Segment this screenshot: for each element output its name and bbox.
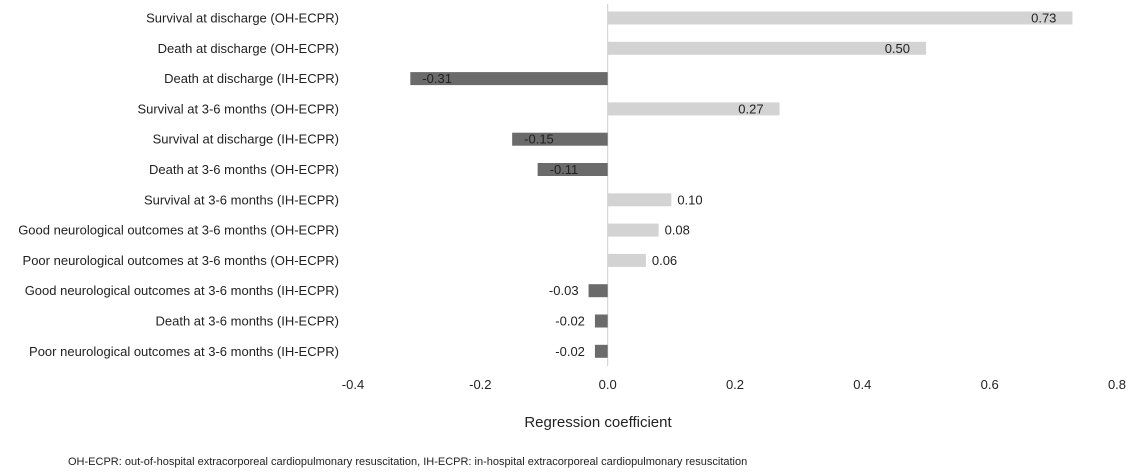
bar bbox=[410, 72, 608, 86]
x-tick-label: 0.0 bbox=[599, 377, 617, 392]
bar bbox=[607, 193, 672, 207]
x-tick-label: 0.2 bbox=[726, 377, 744, 392]
category-label: Survival at 3-6 months (OH-ECPR) bbox=[137, 101, 339, 116]
data-label: -0.31 bbox=[422, 71, 452, 86]
bar bbox=[607, 41, 926, 55]
data-label: -0.15 bbox=[524, 132, 554, 147]
x-tick-label: 0.8 bbox=[1108, 377, 1126, 392]
bar bbox=[594, 314, 608, 328]
data-label: -0.03 bbox=[549, 283, 579, 298]
category-label: Good neurological outcomes at 3-6 months… bbox=[18, 223, 339, 238]
footnote: OH-ECPR: out-of-hospital extracorporeal … bbox=[68, 456, 748, 468]
data-label: 0.73 bbox=[1031, 11, 1056, 26]
bar bbox=[607, 223, 659, 237]
data-labels-group: 0.73 0.50 -0.31 0.27 -0.15 -0.11 0.10 0.08 0.06 -… bbox=[422, 11, 1056, 359]
data-label: 0.10 bbox=[677, 192, 702, 207]
category-label: Poor neurological outcomes at 3-6 months… bbox=[23, 253, 339, 268]
x-tick-label: -0.2 bbox=[469, 377, 491, 392]
bar bbox=[537, 163, 608, 176]
bar bbox=[607, 253, 646, 267]
bars-group bbox=[410, 11, 1073, 358]
category-label: Death at discharge (IH-ECPR) bbox=[164, 71, 339, 86]
bar bbox=[607, 102, 780, 116]
x-tick-label: 0.4 bbox=[853, 377, 871, 392]
x-tick-label: -0.4 bbox=[342, 377, 364, 392]
category-label: Death at 3-6 months (OH-ECPR) bbox=[149, 162, 339, 177]
x-tick-label: 0.6 bbox=[981, 377, 999, 392]
category-label: Poor neurological outcomes at 3-6 months… bbox=[29, 344, 339, 359]
bar bbox=[607, 11, 1073, 25]
category-label: Death at 3-6 months (IH-ECPR) bbox=[155, 314, 339, 329]
data-label: -0.02 bbox=[555, 344, 585, 359]
category-label: Survival at discharge (OH-ECPR) bbox=[146, 11, 339, 26]
data-label: -0.11 bbox=[550, 162, 579, 177]
category-label: Death at discharge (OH-ECPR) bbox=[158, 41, 339, 56]
bar bbox=[594, 344, 608, 358]
data-label: 0.08 bbox=[665, 223, 690, 238]
bar bbox=[588, 284, 608, 298]
category-label: Survival at discharge (IH-ECPR) bbox=[153, 132, 339, 147]
regression-bar-chart: Survival at discharge (OH-ECPR) Death at … bbox=[18, 4, 1126, 431]
data-label: 0.06 bbox=[652, 253, 677, 268]
x-tick-labels-group: -0.4 -0.2 0.0 0.2 0.4 0.6 0.8 bbox=[342, 377, 1126, 392]
bar bbox=[512, 132, 608, 146]
category-label: Good neurological outcomes at 3-6 months… bbox=[25, 283, 339, 298]
data-label: 0.27 bbox=[738, 101, 763, 116]
x-axis-title: Regression coefficient bbox=[524, 414, 672, 431]
category-labels-group: Survival at discharge (OH-ECPR) Death at … bbox=[18, 11, 339, 359]
category-label: Survival at 3-6 months (IH-ECPR) bbox=[144, 192, 339, 207]
data-label: 0.50 bbox=[885, 41, 910, 56]
data-label: -0.02 bbox=[555, 314, 585, 329]
